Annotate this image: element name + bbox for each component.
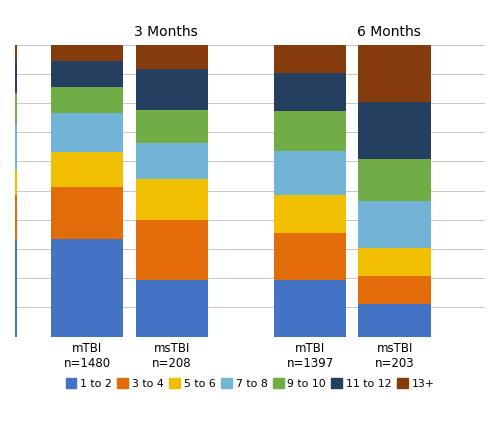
Bar [358, 304, 431, 336]
Bar [51, 87, 124, 113]
Legend: 1 to 2, 3 to 4, 5 to 6, 7 to 8, 9 to 10, 11 to 12, 13+: 1 to 2, 3 to 4, 5 to 6, 7 to 8, 9 to 10,… [61, 374, 439, 393]
Bar [274, 195, 346, 233]
Bar [358, 201, 431, 247]
Bar [136, 45, 208, 69]
Text: 3 Months: 3 Months [134, 25, 198, 39]
Bar [274, 73, 346, 111]
Bar [0, 61, 18, 93]
Bar [0, 240, 18, 336]
Bar [274, 111, 346, 151]
Bar [358, 45, 431, 102]
Bar [274, 280, 346, 336]
Bar [274, 233, 346, 280]
Bar [0, 170, 18, 195]
Bar [51, 113, 124, 152]
Bar [0, 45, 18, 61]
Bar [358, 158, 431, 201]
Bar [136, 69, 208, 110]
Bar [51, 187, 124, 239]
Bar [51, 61, 124, 87]
Bar [136, 143, 208, 179]
Bar [274, 45, 346, 73]
Bar [358, 247, 431, 276]
Bar [51, 239, 124, 336]
Bar [136, 110, 208, 143]
Bar [358, 102, 431, 158]
Bar [136, 280, 208, 336]
Bar [0, 195, 18, 240]
Bar [51, 45, 124, 61]
Bar [51, 152, 124, 187]
Bar [136, 220, 208, 280]
Bar [0, 125, 18, 170]
Text: 6 Months: 6 Months [356, 25, 420, 39]
Bar [274, 151, 346, 195]
Bar [0, 93, 18, 125]
Bar [358, 276, 431, 304]
Bar [136, 179, 208, 220]
